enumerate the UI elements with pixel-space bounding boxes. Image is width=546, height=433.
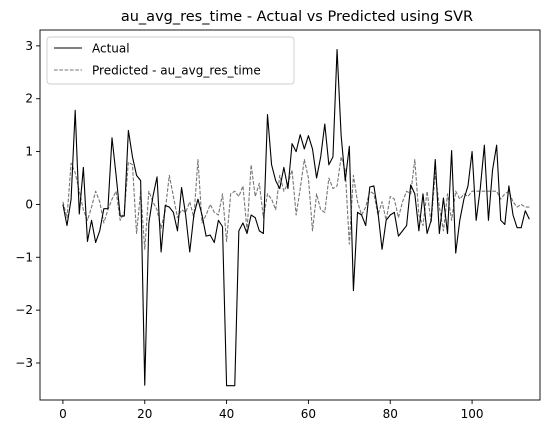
legend: Actual Predicted - au_avg_res_time	[47, 37, 294, 84]
y-tick-label: −1	[15, 250, 33, 264]
x-tick-label: 100	[461, 407, 484, 421]
x-tick-label: 0	[59, 407, 67, 421]
chart-title: au_avg_res_time - Actual vs Predicted us…	[121, 9, 473, 25]
y-tick-label: 3	[25, 39, 33, 53]
y-tick-label: 0	[25, 197, 33, 211]
x-tick-label: 40	[219, 407, 234, 421]
legend-actual-label: Actual	[92, 42, 130, 56]
y-tick-label: −2	[15, 303, 33, 317]
y-tick-label: −3	[15, 356, 33, 370]
legend-predicted-label: Predicted - au_avg_res_time	[92, 64, 261, 78]
y-tick-label: 2	[25, 92, 33, 106]
y-tick-label: 1	[25, 145, 33, 159]
x-tick-label: 80	[383, 407, 398, 421]
x-tick-label: 60	[301, 407, 316, 421]
x-tick-label: 20	[137, 407, 152, 421]
